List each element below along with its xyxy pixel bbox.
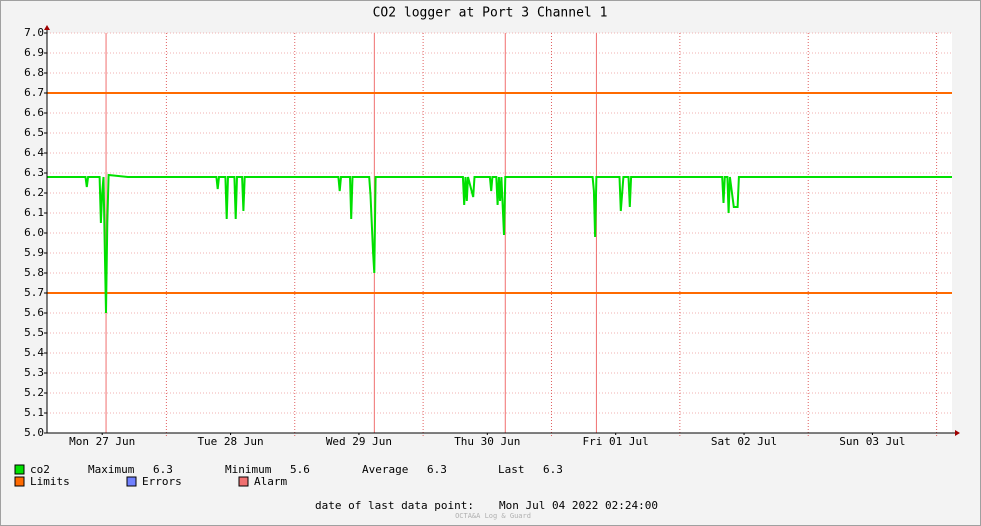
stat-label: Maximum <box>88 463 135 476</box>
y-tick-label: 6.2 <box>24 186 44 199</box>
legend-swatch <box>14 464 25 475</box>
y-tick-label: 5.7 <box>24 286 44 299</box>
y-tick-label: 6.6 <box>24 106 44 119</box>
legend-label: Alarm <box>254 475 287 488</box>
y-tick-label: 6.9 <box>24 46 44 59</box>
data-line <box>47 173 952 314</box>
stat-value: 5.6 <box>290 463 310 476</box>
legend-swatch <box>14 476 25 487</box>
legend-swatch <box>126 476 137 487</box>
x-axis-arrow <box>955 430 960 436</box>
y-tick-label: 6.0 <box>24 226 44 239</box>
footer-label: date of last data point: <box>315 499 474 512</box>
legend: co2 Maximum 6.3 Minimum 5.6 Average 6.3 … <box>14 463 563 488</box>
y-tick-label: 5.4 <box>24 346 44 359</box>
stat-label: Last <box>498 463 525 476</box>
stat-value: 6.3 <box>543 463 563 476</box>
y-tick-label: 6.3 <box>24 166 44 179</box>
y-tick-label: 5.9 <box>24 246 44 259</box>
y-axis-arrow <box>44 25 50 30</box>
footer-value: Mon Jul 04 2022 02:24:00 <box>499 499 658 512</box>
y-tick-label: 6.7 <box>24 86 44 99</box>
grid <box>44 32 952 436</box>
x-tick-label: Tue 28 Jun <box>197 435 263 448</box>
x-tick-label: Wed 29 Jun <box>326 435 392 448</box>
y-tick-label: 5.1 <box>24 406 44 419</box>
y-tick-label: 5.2 <box>24 386 44 399</box>
legend-label: Errors <box>142 475 182 488</box>
y-tick-label: 6.4 <box>24 146 44 159</box>
x-tick-label: Mon 27 Jun <box>69 435 135 448</box>
legend-label: co2 <box>30 463 50 476</box>
watermark: OCTA&A Log & Guard <box>455 512 531 520</box>
y-tick-label: 5.0 <box>24 426 44 439</box>
stat-label: Minimum <box>225 463 272 476</box>
x-tick-label: Sun 03 Jul <box>839 435 905 448</box>
stat-value: 6.3 <box>153 463 173 476</box>
stat-value: 6.3 <box>427 463 447 476</box>
x-tick-label: Sat 02 Jul <box>711 435 777 448</box>
marks <box>47 33 952 433</box>
legend-label: Limits <box>30 475 70 488</box>
y-tick-label: 5.5 <box>24 326 44 339</box>
chart-title: CO2 logger at Port 3 Channel 1 <box>373 6 608 21</box>
legend-swatch <box>238 476 249 487</box>
y-tick-label: 6.5 <box>24 126 44 139</box>
x-tick-label: Fri 01 Jul <box>583 435 649 448</box>
y-tick-label: 6.1 <box>24 206 44 219</box>
stat-label: Average <box>362 463 408 476</box>
y-tick-label: 6.8 <box>24 66 44 79</box>
y-tick-label: 5.3 <box>24 366 44 379</box>
y-tick-label: 7.0 <box>24 26 44 39</box>
x-tick-label: Thu 30 Jun <box>454 435 520 448</box>
y-tick-label: 5.8 <box>24 266 44 279</box>
y-tick-label: 5.6 <box>24 306 44 319</box>
